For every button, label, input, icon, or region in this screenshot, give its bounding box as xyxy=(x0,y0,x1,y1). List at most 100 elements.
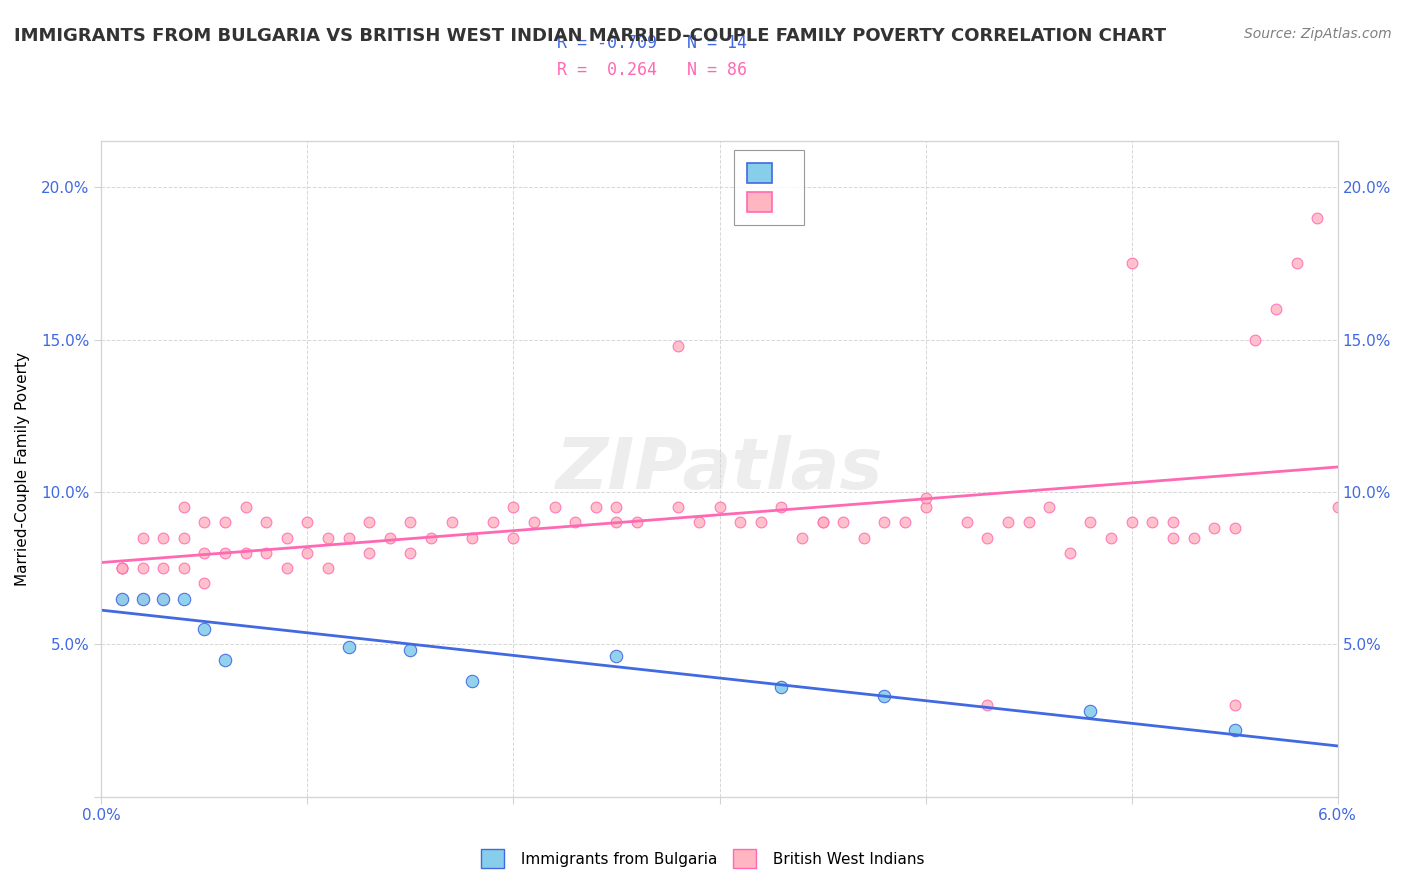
Point xyxy=(1223,698,1246,713)
Point xyxy=(193,546,215,560)
Point xyxy=(832,516,855,530)
Point xyxy=(1161,516,1184,530)
Point xyxy=(111,591,134,606)
Point xyxy=(1059,546,1081,560)
Point xyxy=(193,576,215,591)
Point xyxy=(193,622,215,636)
Point xyxy=(214,546,236,560)
Point xyxy=(585,500,607,515)
Point xyxy=(605,649,627,664)
Point xyxy=(214,516,236,530)
Point xyxy=(666,338,689,352)
Point xyxy=(1161,531,1184,545)
Point xyxy=(131,561,153,575)
Point xyxy=(131,591,153,606)
Point xyxy=(1121,256,1143,270)
Point xyxy=(976,531,998,545)
Point xyxy=(997,516,1019,530)
Point xyxy=(790,531,813,545)
Point xyxy=(316,531,339,545)
Point xyxy=(1326,500,1348,515)
Point xyxy=(605,516,627,530)
Point xyxy=(1223,723,1246,737)
Point xyxy=(1285,256,1308,270)
Point xyxy=(254,516,277,530)
Point xyxy=(131,531,153,545)
Point xyxy=(337,640,360,655)
Point xyxy=(811,516,834,530)
Point xyxy=(626,516,648,530)
Point xyxy=(111,561,134,575)
Point xyxy=(235,546,257,560)
Point xyxy=(1121,516,1143,530)
Point xyxy=(152,591,174,606)
Point xyxy=(297,516,319,530)
Text: ZIPatlas: ZIPatlas xyxy=(555,434,883,503)
Point xyxy=(440,516,463,530)
Text: IMMIGRANTS FROM BULGARIA VS BRITISH WEST INDIAN MARRIED-COUPLE FAMILY POVERTY CO: IMMIGRANTS FROM BULGARIA VS BRITISH WEST… xyxy=(14,27,1166,45)
Point xyxy=(399,643,422,657)
Point xyxy=(770,680,793,694)
Point xyxy=(152,531,174,545)
Point xyxy=(111,561,134,575)
Point xyxy=(173,531,195,545)
Point xyxy=(873,516,896,530)
Legend:  Immigrants from Bulgaria,  British West Indians: Immigrants from Bulgaria, British West I… xyxy=(474,841,932,875)
Point xyxy=(523,516,546,530)
Point xyxy=(1264,301,1286,316)
Point xyxy=(482,516,505,530)
Point xyxy=(461,673,484,688)
Point xyxy=(914,500,936,515)
Point xyxy=(399,546,422,560)
Point xyxy=(359,516,381,530)
Point xyxy=(1306,211,1329,225)
Point xyxy=(214,652,236,666)
Point xyxy=(173,500,195,515)
Point xyxy=(276,531,298,545)
Point xyxy=(1099,531,1122,545)
Point xyxy=(173,591,195,606)
Point xyxy=(666,500,689,515)
Point xyxy=(502,531,524,545)
Text: R =  0.264   N = 86: R = 0.264 N = 86 xyxy=(557,61,747,78)
Point xyxy=(728,516,751,530)
Point xyxy=(131,591,153,606)
Point xyxy=(914,491,936,505)
Point xyxy=(1223,521,1246,535)
Text: R = -0.709   N = 14: R = -0.709 N = 14 xyxy=(557,34,747,52)
Point xyxy=(337,531,360,545)
Point xyxy=(235,500,257,515)
Point xyxy=(1142,516,1164,530)
Point xyxy=(1244,333,1267,347)
Point xyxy=(152,561,174,575)
Point xyxy=(543,500,565,515)
Point xyxy=(276,561,298,575)
Point xyxy=(1080,516,1102,530)
Point xyxy=(1204,521,1226,535)
Point xyxy=(399,516,422,530)
Point xyxy=(111,561,134,575)
Point xyxy=(152,591,174,606)
Point xyxy=(254,546,277,560)
Point xyxy=(811,516,834,530)
Point xyxy=(976,698,998,713)
Point xyxy=(193,516,215,530)
Point xyxy=(956,516,979,530)
Point xyxy=(1038,500,1060,515)
Point xyxy=(173,561,195,575)
Point xyxy=(873,689,896,703)
Point xyxy=(420,531,443,545)
Y-axis label: Married-Couple Family Poverty: Married-Couple Family Poverty xyxy=(15,352,30,586)
Point xyxy=(111,591,134,606)
Point xyxy=(1018,516,1040,530)
Point xyxy=(316,561,339,575)
Point xyxy=(894,516,917,530)
Point xyxy=(378,531,401,545)
Point xyxy=(1080,704,1102,718)
Point xyxy=(852,531,875,545)
Point xyxy=(297,546,319,560)
Point xyxy=(461,531,484,545)
Text: Source: ZipAtlas.com: Source: ZipAtlas.com xyxy=(1244,27,1392,41)
Point xyxy=(1182,531,1205,545)
Point xyxy=(709,500,731,515)
